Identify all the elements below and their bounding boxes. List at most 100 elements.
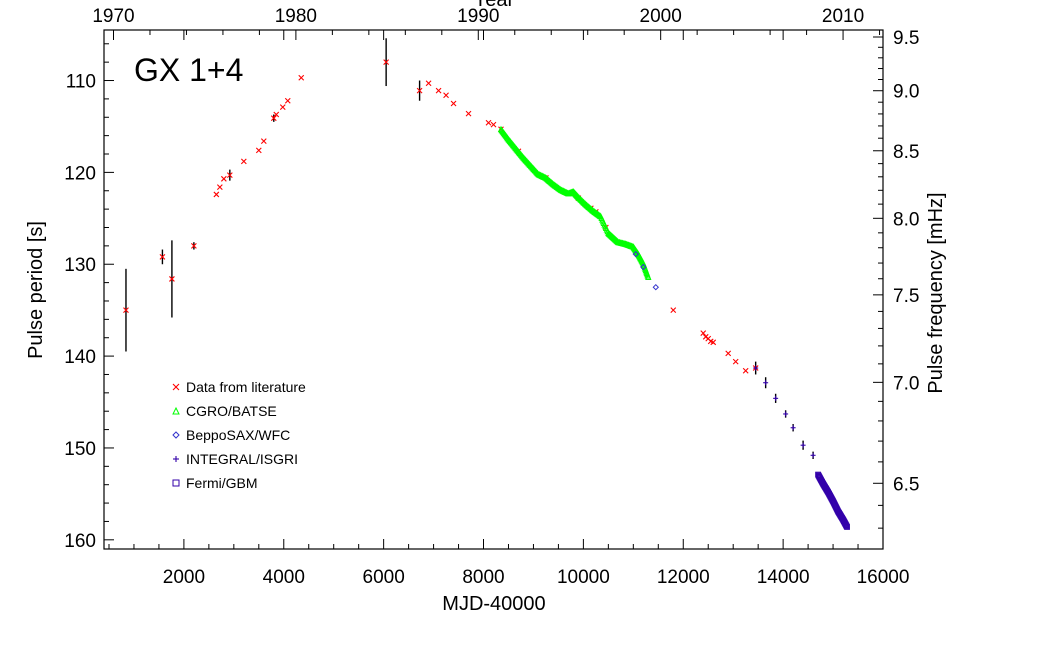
series-2 (632, 250, 659, 291)
data-point (123, 307, 129, 314)
x-tick-label: 12000 (657, 567, 710, 588)
data-point (783, 411, 789, 417)
legend-marker (172, 431, 180, 439)
data-point (270, 115, 277, 122)
data-point (465, 110, 472, 117)
legend-item: CGRO/BATSE (172, 403, 277, 419)
data-point (844, 524, 850, 530)
x-tick-label: 2000 (163, 567, 205, 588)
series-1 (497, 125, 652, 280)
legend-marker (172, 406, 180, 415)
x-axis-title: MJD-40000 (442, 593, 545, 615)
series-3 (753, 361, 816, 459)
legend-item: Data from literature (172, 379, 306, 395)
legend-label: BeppoSAX/WFC (186, 427, 290, 443)
chart-label: GX 1+4 (134, 52, 243, 88)
y-tick-label: 120 (64, 163, 96, 184)
data-point (732, 358, 739, 365)
data-point (220, 175, 227, 182)
data-point (632, 250, 640, 258)
data-point (640, 263, 647, 271)
legend-marker (172, 479, 180, 487)
legend-item: BeppoSAX/WFC (172, 427, 290, 443)
axis-ticks (104, 30, 884, 549)
data-point (763, 380, 769, 386)
data-point (216, 184, 223, 190)
data-point (279, 104, 286, 111)
data-point (273, 111, 280, 118)
legend: Data from literature CGRO/BATSE BeppoSAX/W… (172, 379, 306, 491)
series-4 (815, 471, 850, 530)
right-axis-title: Pulse frequency [mHz] (925, 192, 947, 393)
top-year-label: 1980 (275, 6, 317, 27)
data-point (298, 74, 305, 81)
x-tick-label: 4000 (263, 567, 305, 588)
y-tick-label: 150 (64, 439, 96, 460)
data-point (435, 87, 442, 94)
right-freq-label: 9.5 (893, 28, 919, 49)
right-freq-label: 7.0 (893, 373, 919, 394)
data-point (169, 276, 175, 282)
y-axis-title: Pulse period [s] (25, 221, 47, 359)
data-point (742, 367, 749, 374)
data-point (725, 350, 732, 357)
data-point (383, 59, 390, 66)
tick-labels: 2000 4000 6000 8000 10000 12000 14000 16000 110 1… (64, 6, 919, 588)
right-freq-label: 6.5 (893, 474, 919, 495)
right-freq-label: 7.5 (893, 286, 919, 307)
right-freq-label: 9.0 (893, 82, 919, 103)
right-freq-label: 8.0 (893, 209, 919, 230)
legend-marker (173, 456, 179, 462)
data-point (443, 92, 449, 99)
x-tick-label: 8000 (462, 567, 504, 588)
data-point (670, 307, 677, 314)
data-point (226, 172, 233, 179)
top-year-label: 2000 (640, 6, 682, 27)
y-tick-label: 110 (66, 72, 96, 93)
legend-label: Data from literature (186, 379, 306, 395)
data-point (260, 138, 267, 145)
data-point (425, 80, 432, 87)
data-point (255, 147, 262, 154)
data-point (710, 339, 717, 346)
data-point (800, 442, 806, 448)
top-axis-title: Year (474, 0, 515, 11)
legend-item: Fermi/GBM (172, 475, 258, 491)
top-year-label: 1970 (92, 6, 134, 27)
series-0 (123, 38, 759, 374)
data-point (753, 365, 759, 371)
x-tick-label: 16000 (857, 567, 910, 588)
y-tick-label: 130 (64, 255, 96, 276)
x-tick-label: 10000 (557, 567, 610, 588)
y-tick-label: 140 (64, 347, 96, 368)
data-point (159, 254, 166, 260)
data-point (810, 452, 816, 458)
data-point (645, 273, 652, 280)
x-tick-label: 6000 (363, 567, 405, 588)
data-point (773, 395, 779, 401)
legend-label: CGRO/BATSE (186, 403, 277, 419)
legend-item: INTEGRAL/ISGRI (173, 451, 298, 467)
data-point (213, 191, 220, 198)
data-point (700, 330, 707, 337)
top-year-label: 1990 (457, 6, 499, 27)
data-point (790, 425, 796, 431)
legend-label: INTEGRAL/ISGRI (186, 451, 298, 467)
y-tick-label: 160 (64, 531, 96, 552)
x-tick-label: 14000 (757, 567, 810, 588)
right-freq-label: 8.5 (893, 142, 919, 163)
data-series (123, 38, 850, 530)
top-year-label: 2010 (822, 6, 864, 27)
data-point (284, 97, 291, 104)
data-point (416, 87, 423, 94)
legend-marker (172, 383, 180, 391)
data-point (240, 158, 247, 165)
data-point (490, 121, 497, 128)
data-point (485, 119, 492, 126)
data-point (652, 283, 659, 291)
data-point (190, 242, 197, 249)
plot-frame (103, 29, 884, 550)
legend-label: Fermi/GBM (186, 475, 258, 491)
data-point (450, 100, 457, 107)
